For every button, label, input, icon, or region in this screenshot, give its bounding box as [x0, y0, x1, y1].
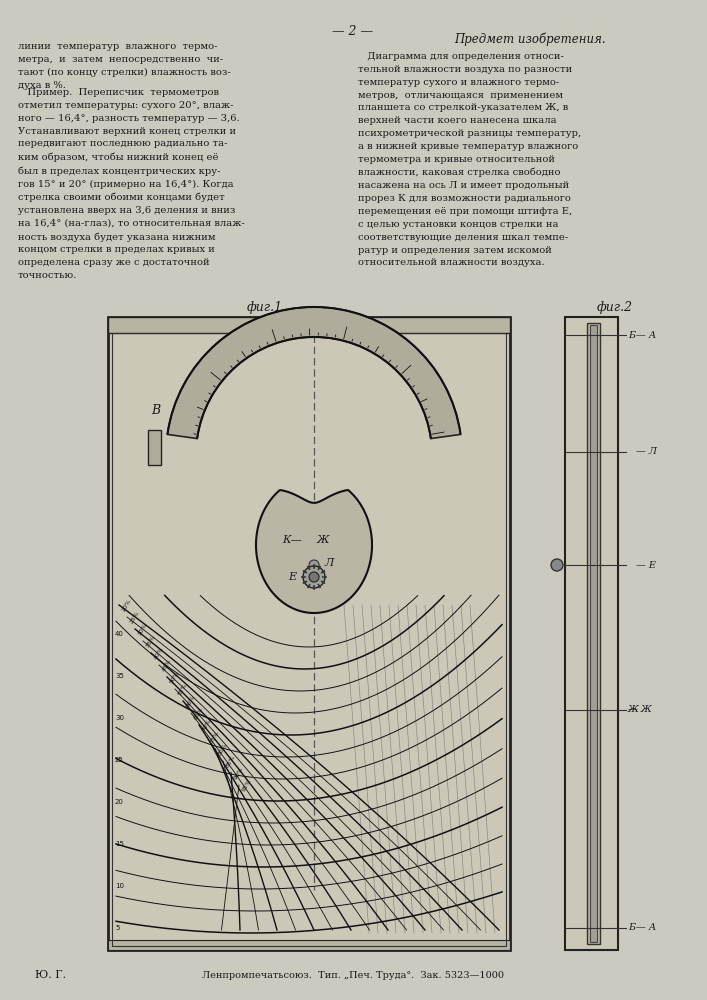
Text: Ленпромпечатьсоюз.  Тип. „Печ. Труда°.  Зак. 5323—1000: Ленпромпечатьсоюз. Тип. „Печ. Труда°. За…	[202, 970, 504, 980]
Text: — 2 —: — 2 —	[332, 25, 373, 38]
Text: 95%: 95%	[241, 778, 252, 792]
Text: 15: 15	[115, 841, 124, 847]
Text: фиг.1: фиг.1	[247, 301, 283, 314]
Text: — Е: — Е	[636, 560, 656, 570]
Text: 90%: 90%	[233, 766, 244, 780]
Text: 30%: 30%	[137, 622, 148, 636]
Text: 5: 5	[115, 925, 119, 931]
Bar	[114, 600, 504, 938]
Text: — А: — А	[636, 330, 656, 340]
Text: 85%: 85%	[225, 754, 236, 768]
Text: фиг.2: фиг.2	[597, 301, 633, 314]
Text: 20: 20	[115, 799, 124, 805]
Text: — Ж: — Ж	[628, 706, 652, 714]
Text: Пример.  Переписчик  термометров
отметил температуры: сухого 20°, влаж-
ного — 1: Пример. Переписчик термометров отметил т…	[18, 88, 245, 280]
Text: линии  температур  влажного  термо-
метра,  и  затем  непосредственно  чи-
тают : линии температур влажного термо- метра, …	[18, 42, 230, 90]
Text: 45%: 45%	[161, 658, 173, 672]
Text: B: B	[151, 404, 160, 417]
Text: 25%: 25%	[129, 610, 140, 624]
Bar	[590, 325, 597, 942]
Bar	[587, 323, 600, 944]
Text: Предмет изобретения.: Предмет изобретения.	[454, 32, 606, 45]
Text: 40%: 40%	[153, 646, 164, 660]
Circle shape	[309, 572, 319, 582]
Circle shape	[303, 566, 325, 588]
Text: 35: 35	[115, 673, 124, 679]
Text: 20%: 20%	[121, 598, 132, 612]
Text: 35%: 35%	[145, 634, 156, 648]
Text: — А: — А	[636, 924, 656, 932]
Text: Л: Л	[324, 558, 333, 568]
Circle shape	[309, 560, 319, 570]
Text: Ж: Ж	[317, 535, 329, 545]
Text: 50%: 50%	[169, 670, 180, 684]
Text: Б: Б	[628, 330, 635, 340]
Polygon shape	[148, 430, 161, 465]
Text: 70%: 70%	[201, 718, 212, 732]
Text: 10: 10	[115, 883, 124, 889]
Text: Б: Б	[628, 924, 635, 932]
Text: 75%: 75%	[209, 730, 221, 744]
Text: — Л: — Л	[636, 448, 657, 456]
Text: 60%: 60%	[185, 694, 197, 708]
Bar	[112, 333, 506, 946]
Bar	[108, 940, 510, 950]
Text: К—: К—	[282, 535, 302, 545]
Text: 30: 30	[115, 715, 124, 721]
Text: Е: Е	[288, 572, 296, 582]
Bar	[108, 317, 510, 333]
Text: Диаграмма для определения относи-
тельной влажности воздуха по разности
температ: Диаграмма для определения относи- тельно…	[358, 52, 581, 267]
Text: 25: 25	[115, 757, 124, 763]
Text: 55%: 55%	[177, 682, 188, 696]
Text: Ж: Ж	[628, 706, 639, 714]
Circle shape	[551, 559, 563, 571]
Text: 40: 40	[115, 631, 124, 637]
Text: 65%: 65%	[193, 706, 204, 720]
Polygon shape	[168, 307, 460, 439]
Bar	[565, 317, 618, 950]
Text: Ю. Г.: Ю. Г.	[35, 970, 66, 980]
Bar	[108, 317, 510, 950]
Polygon shape	[256, 490, 372, 613]
Text: 80%: 80%	[217, 742, 228, 756]
